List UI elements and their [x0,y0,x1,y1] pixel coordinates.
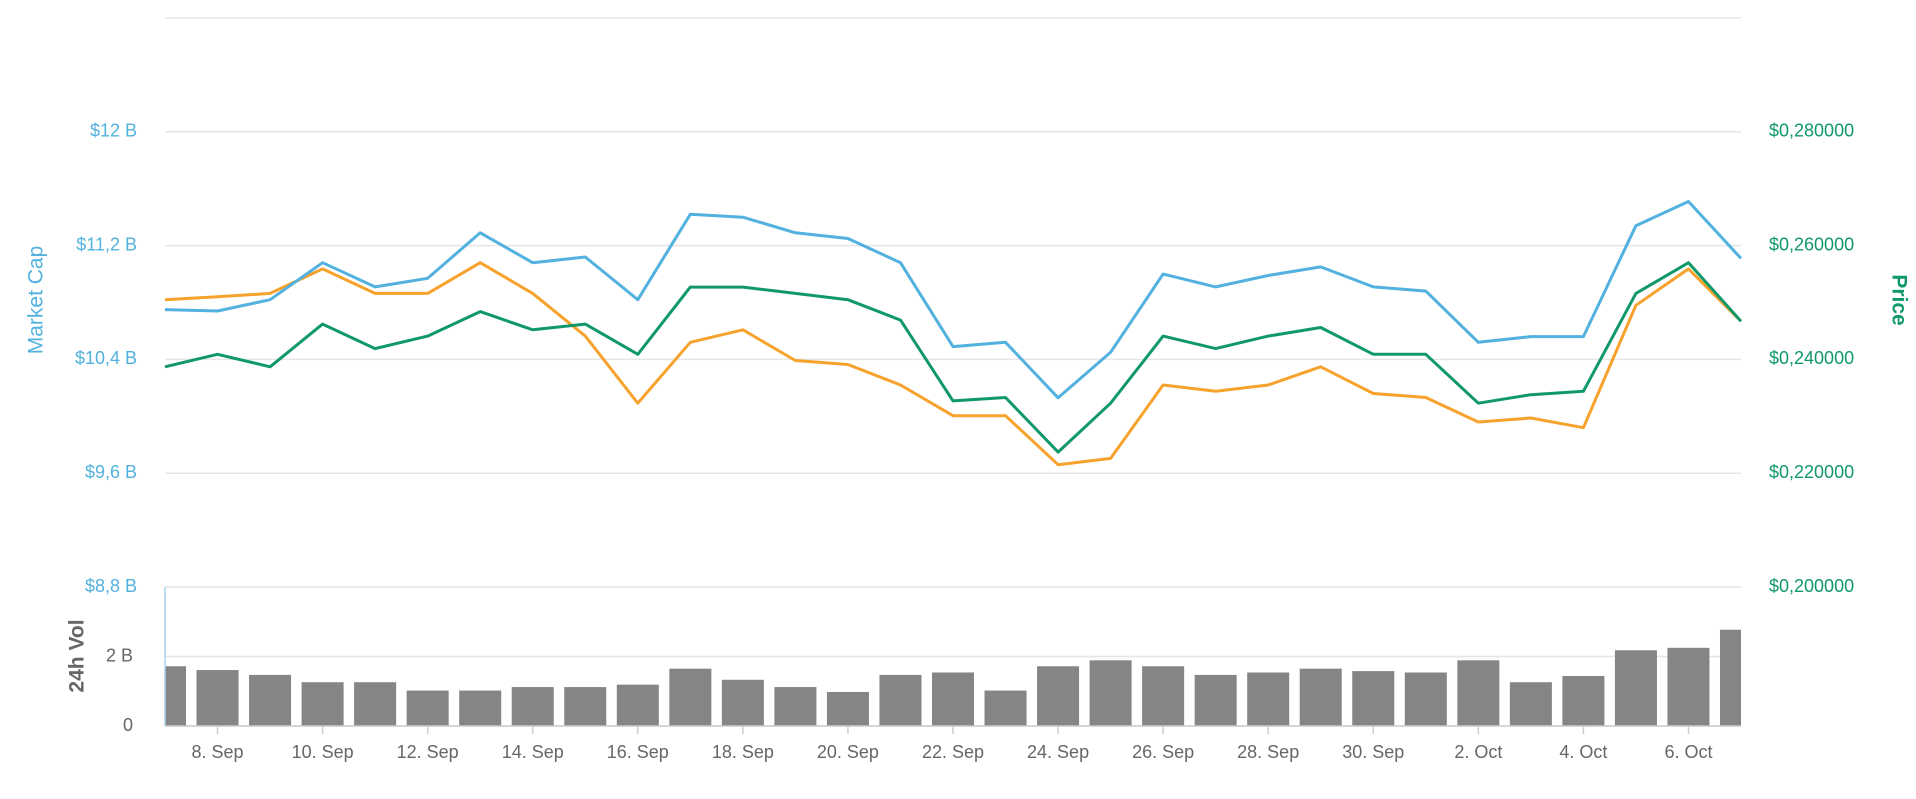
y-tick-label: $8,8 B [85,576,137,596]
x-tick-label: 2. Oct [1454,742,1502,762]
bar [1352,671,1395,726]
bar [616,684,659,726]
bar [774,687,817,726]
bar [354,682,397,726]
bar [1194,674,1237,726]
x-tick-label: 16. Sep [607,742,669,762]
bar [406,690,449,726]
x-tick-label: 14. Sep [502,742,564,762]
y-tick-label: 0 [123,715,133,735]
x-tick-label: 4. Oct [1559,742,1607,762]
bar [1247,672,1290,726]
x-tick-label: 30. Sep [1342,742,1404,762]
x-tick-label: 12. Sep [397,742,459,762]
x-tick-label: 20. Sep [817,742,879,762]
bar [1562,675,1605,726]
bar [1142,666,1185,726]
y-tick-label: 2 B [106,645,133,665]
x-tick-label: 28. Sep [1237,742,1299,762]
bar [931,672,975,726]
series-line [164,261,1743,454]
bars [165,629,1741,726]
y2-tick-label: $0,280000 [1769,121,1854,141]
x-tick-label: 8. Sep [192,742,244,762]
bar [511,687,554,726]
bar [196,670,239,726]
bar [1667,647,1710,726]
bar [1089,660,1132,726]
bar [1037,666,1080,726]
y2-axis-title: Price [1887,274,1910,325]
y-tick-label: $11,2 B [76,234,137,254]
bar [301,682,344,726]
y2-tick-label: $0,240000 [1769,348,1854,368]
bar [721,679,764,726]
bar [669,668,712,726]
bar [1614,650,1657,726]
bar [564,687,607,726]
y-tick-label: $10,4 B [75,348,137,368]
y-tick-label: $12 B [90,121,137,141]
bar [1404,672,1447,726]
bar [249,674,292,726]
bar [1457,660,1500,726]
bar [826,691,869,726]
bar [1299,668,1342,726]
x-tick-label: 22. Sep [922,742,984,762]
y-axis-title: Market Cap [25,246,48,355]
y2-tick-label: $0,220000 [1769,462,1854,482]
bar [879,674,922,726]
volume-axis-title: 24h Vol [66,619,89,692]
bar [1719,629,1741,726]
bar [459,690,502,726]
x-tick-label: 24. Sep [1027,742,1089,762]
x-tick-label: 18. Sep [712,742,774,762]
x-tick-label: 10. Sep [292,742,354,762]
x-tick-label: 6. Oct [1664,742,1712,762]
y2-tick-label: $0,260000 [1769,234,1854,254]
y-tick-label: $9,6 B [85,462,137,482]
bar [1509,682,1552,726]
bar [984,690,1027,726]
bar [165,666,187,726]
y2-tick-label: $0,200000 [1769,576,1854,596]
x-tick-label: 26. Sep [1132,742,1194,762]
series-line [164,200,1743,400]
series-line [164,261,1743,467]
